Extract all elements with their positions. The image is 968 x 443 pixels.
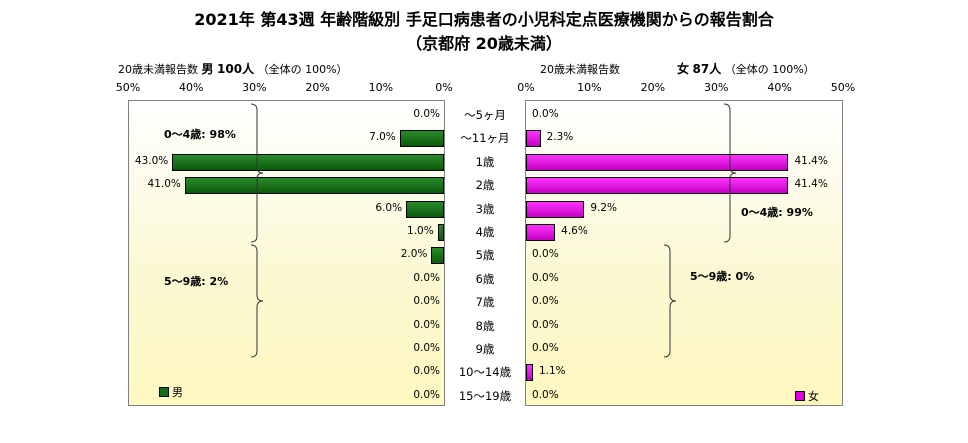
female-bar [526, 130, 541, 148]
female-tick-label: 40% [767, 81, 792, 94]
male-value-label: 43.0% [134, 154, 169, 167]
female-header-count: 87人 [692, 62, 722, 76]
male-bar [437, 224, 444, 241]
category-label: 3歳 [475, 201, 495, 216]
female-tick-label: 10% [577, 81, 602, 94]
male-value-label: 41.0% [147, 178, 181, 191]
category-label: ～11ヶ月 [460, 131, 510, 146]
male-value-label: 0.0% [413, 342, 440, 354]
male-header-count: 100人 [217, 62, 255, 76]
male-bar [406, 200, 444, 218]
female-tick-label: 50% [830, 81, 856, 94]
female-value-label: 41.4% [794, 154, 828, 167]
male-value-label: 0.0% [413, 318, 440, 331]
female-value-label: 0.0% [532, 295, 559, 308]
male-tick-label: 20% [305, 81, 330, 94]
brace-male-5-9 [250, 244, 264, 358]
female-value-label: 0.0% [532, 342, 559, 354]
male-header: 20歳未満報告数 男 100人 （全体の 100%） [118, 60, 348, 77]
category-label: 15～19歳 [458, 388, 512, 403]
male-tick-label: 50% [115, 81, 141, 94]
female-tick-label: 30% [703, 81, 729, 94]
legend-female-swatch [795, 391, 805, 401]
female-bar [526, 200, 585, 218]
male-value-label: 1.0% [407, 225, 434, 237]
female-value-label: 1.1% [538, 365, 566, 378]
female-bar [526, 224, 556, 241]
category-label: 4歳 [475, 225, 495, 239]
female-header: 20歳未満報告数 女 87人 （全体の 100%） [540, 60, 815, 77]
male-bar [399, 130, 444, 148]
male-value-label: 2.0% [400, 248, 428, 261]
category-label: 10～14歳 [458, 365, 512, 380]
chart-subtitle: （京都府 20歳未満） [406, 34, 562, 53]
female-value-label: 9.2% [590, 201, 617, 214]
annotation-male-0-4: 0～4歳: 98% [164, 128, 236, 141]
legend-male-label: 男 [172, 386, 183, 399]
chart-title: 2021年 第43週 年齢階級別 手足口病患者の小児科定点医療機関からの報告割合 [194, 10, 774, 29]
male-value-label: 0.0% [413, 271, 440, 284]
category-label: 9歳 [475, 342, 495, 356]
male-tick-label: 10% [368, 81, 394, 94]
female-plot-area [525, 100, 843, 406]
female-value-label: 4.6% [561, 225, 588, 237]
legend-female: 女 [795, 388, 819, 404]
brace-female-0-4 [723, 103, 737, 243]
category-label: 1歳 [475, 154, 495, 169]
brace-male-0-4 [250, 103, 264, 243]
male-bar [184, 177, 444, 195]
male-value-label: 7.0% [369, 131, 396, 144]
brace-female-5-9 [663, 244, 677, 358]
male-plot-area [128, 100, 445, 406]
female-value-label: 2.3% [546, 131, 574, 144]
male-value-label: 0.0% [413, 108, 440, 120]
annotation-male-5-9: 5～9歳: 2% [164, 275, 229, 288]
male-bar [172, 153, 444, 171]
legend-male: 男 [159, 384, 183, 400]
annotation-female-5-9: 5～9歳: 0% [690, 270, 755, 283]
male-value-label: 0.0% [413, 365, 440, 378]
male-tick-label: 30% [242, 81, 267, 94]
female-tick-label: 0% [517, 81, 535, 94]
male-tick-label: 0% [435, 81, 453, 94]
annotation-female-0-4: 0～4歳: 99% [741, 206, 813, 219]
male-tick-label: 40% [178, 81, 204, 94]
female-tick-label: 20% [640, 81, 666, 94]
category-label: 5歳 [475, 248, 495, 263]
male-value-label: 0.0% [413, 388, 440, 401]
category-label: ～5ヶ月 [464, 108, 506, 122]
female-value-label: 0.0% [532, 108, 559, 120]
female-value-label: 0.0% [532, 248, 559, 261]
category-label: 8歳 [475, 318, 495, 333]
category-label: 6歳 [475, 271, 495, 286]
male-header-sex: 男 [201, 62, 214, 76]
female-value-label: 0.0% [532, 388, 559, 401]
male-header-note: （全体の 100%） [257, 63, 348, 76]
female-header-prefix: 20歳未満報告数 [540, 63, 620, 76]
female-value-label: 0.0% [532, 271, 559, 284]
female-value-label: 0.0% [532, 318, 559, 331]
legend-female-label: 女 [808, 390, 819, 403]
female-bar [526, 177, 789, 195]
female-bar [526, 364, 533, 382]
male-value-label: 6.0% [375, 201, 403, 214]
category-label: 2歳 [475, 178, 495, 193]
female-value-label: 41.4% [794, 178, 828, 191]
male-value-label: 0.0% [413, 295, 440, 308]
female-header-note: （全体の 100%） [724, 63, 815, 76]
female-bar [526, 153, 789, 171]
legend-male-swatch [159, 387, 169, 397]
male-bar [431, 247, 444, 265]
category-label: 7歳 [475, 295, 495, 310]
female-header-sex: 女 [677, 62, 690, 76]
male-header-prefix: 20歳未満報告数 [118, 63, 198, 76]
